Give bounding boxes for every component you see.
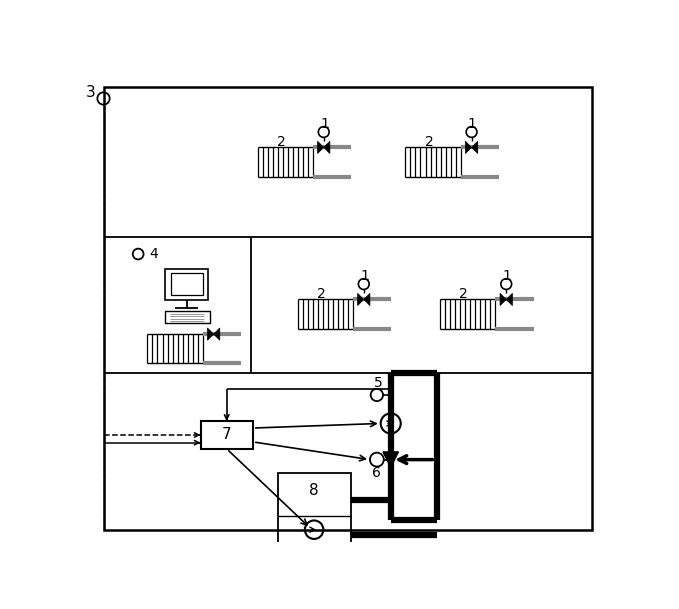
Text: 3: 3 [86,85,96,100]
Text: 2: 2 [277,135,286,149]
Text: 6: 6 [372,466,382,481]
Polygon shape [507,294,513,306]
Polygon shape [465,141,472,153]
Polygon shape [214,328,220,340]
Polygon shape [358,294,364,306]
Text: 8: 8 [310,483,319,498]
Bar [278,473,350,543]
Text: 2: 2 [425,135,434,149]
Bar [200,421,253,449]
Polygon shape [472,141,478,153]
Text: 7: 7 [222,428,232,443]
Polygon shape [208,328,214,340]
Polygon shape [318,141,324,153]
Polygon shape [500,294,507,306]
Text: 2: 2 [317,287,326,301]
Text: 5: 5 [374,376,383,390]
Polygon shape [364,294,370,306]
Polygon shape [383,452,399,467]
Text: 1: 1 [360,269,369,283]
Text: 4: 4 [149,247,158,261]
Text: 1: 1 [320,116,329,130]
Bar [165,311,210,323]
Text: 2: 2 [460,287,469,301]
Bar [165,269,208,300]
Text: 1: 1 [468,116,477,130]
Bar [170,273,203,295]
Text: 1: 1 [502,269,511,283]
Polygon shape [324,141,330,153]
